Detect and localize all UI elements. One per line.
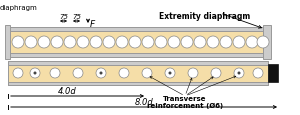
Circle shape [103,37,115,49]
Circle shape [155,37,167,49]
Text: diaphragm: diaphragm [0,5,38,11]
Circle shape [238,72,241,75]
Text: F: F [90,20,95,29]
Circle shape [73,68,83,78]
Circle shape [119,68,129,78]
Circle shape [211,68,221,78]
Circle shape [165,68,175,78]
Bar [268,64,278,82]
Circle shape [169,72,172,75]
Circle shape [38,37,50,49]
Circle shape [234,68,244,78]
Circle shape [142,37,154,49]
Circle shape [77,37,89,49]
Circle shape [168,37,180,49]
Bar [8,61,268,65]
Bar [263,26,271,59]
Bar [5,26,10,59]
Text: Transverse
reinforcement (Ø6): Transverse reinforcement (Ø6) [147,95,223,108]
Bar [8,61,268,85]
Circle shape [51,37,63,49]
Circle shape [142,68,152,78]
Bar [8,28,268,58]
Text: 75: 75 [72,14,81,20]
Bar [8,28,268,32]
Text: 75: 75 [59,14,68,20]
Circle shape [207,37,219,49]
Text: 4.0d: 4.0d [58,86,77,95]
Circle shape [257,37,269,49]
Circle shape [181,37,193,49]
Circle shape [220,37,232,49]
Circle shape [90,37,102,49]
Circle shape [34,72,37,75]
Circle shape [96,68,106,78]
Circle shape [12,37,24,49]
Circle shape [246,37,258,49]
Circle shape [30,68,40,78]
Circle shape [64,37,76,49]
Circle shape [129,37,141,49]
Text: Extremity diaphragm: Extremity diaphragm [159,12,250,21]
Circle shape [194,37,206,49]
Circle shape [100,72,103,75]
Text: 8.0d: 8.0d [135,97,153,106]
Circle shape [13,68,23,78]
Circle shape [233,37,245,49]
Circle shape [116,37,128,49]
Circle shape [188,68,198,78]
Circle shape [50,68,60,78]
Circle shape [25,37,37,49]
Bar [8,54,268,58]
Circle shape [253,68,263,78]
Bar [8,82,268,85]
